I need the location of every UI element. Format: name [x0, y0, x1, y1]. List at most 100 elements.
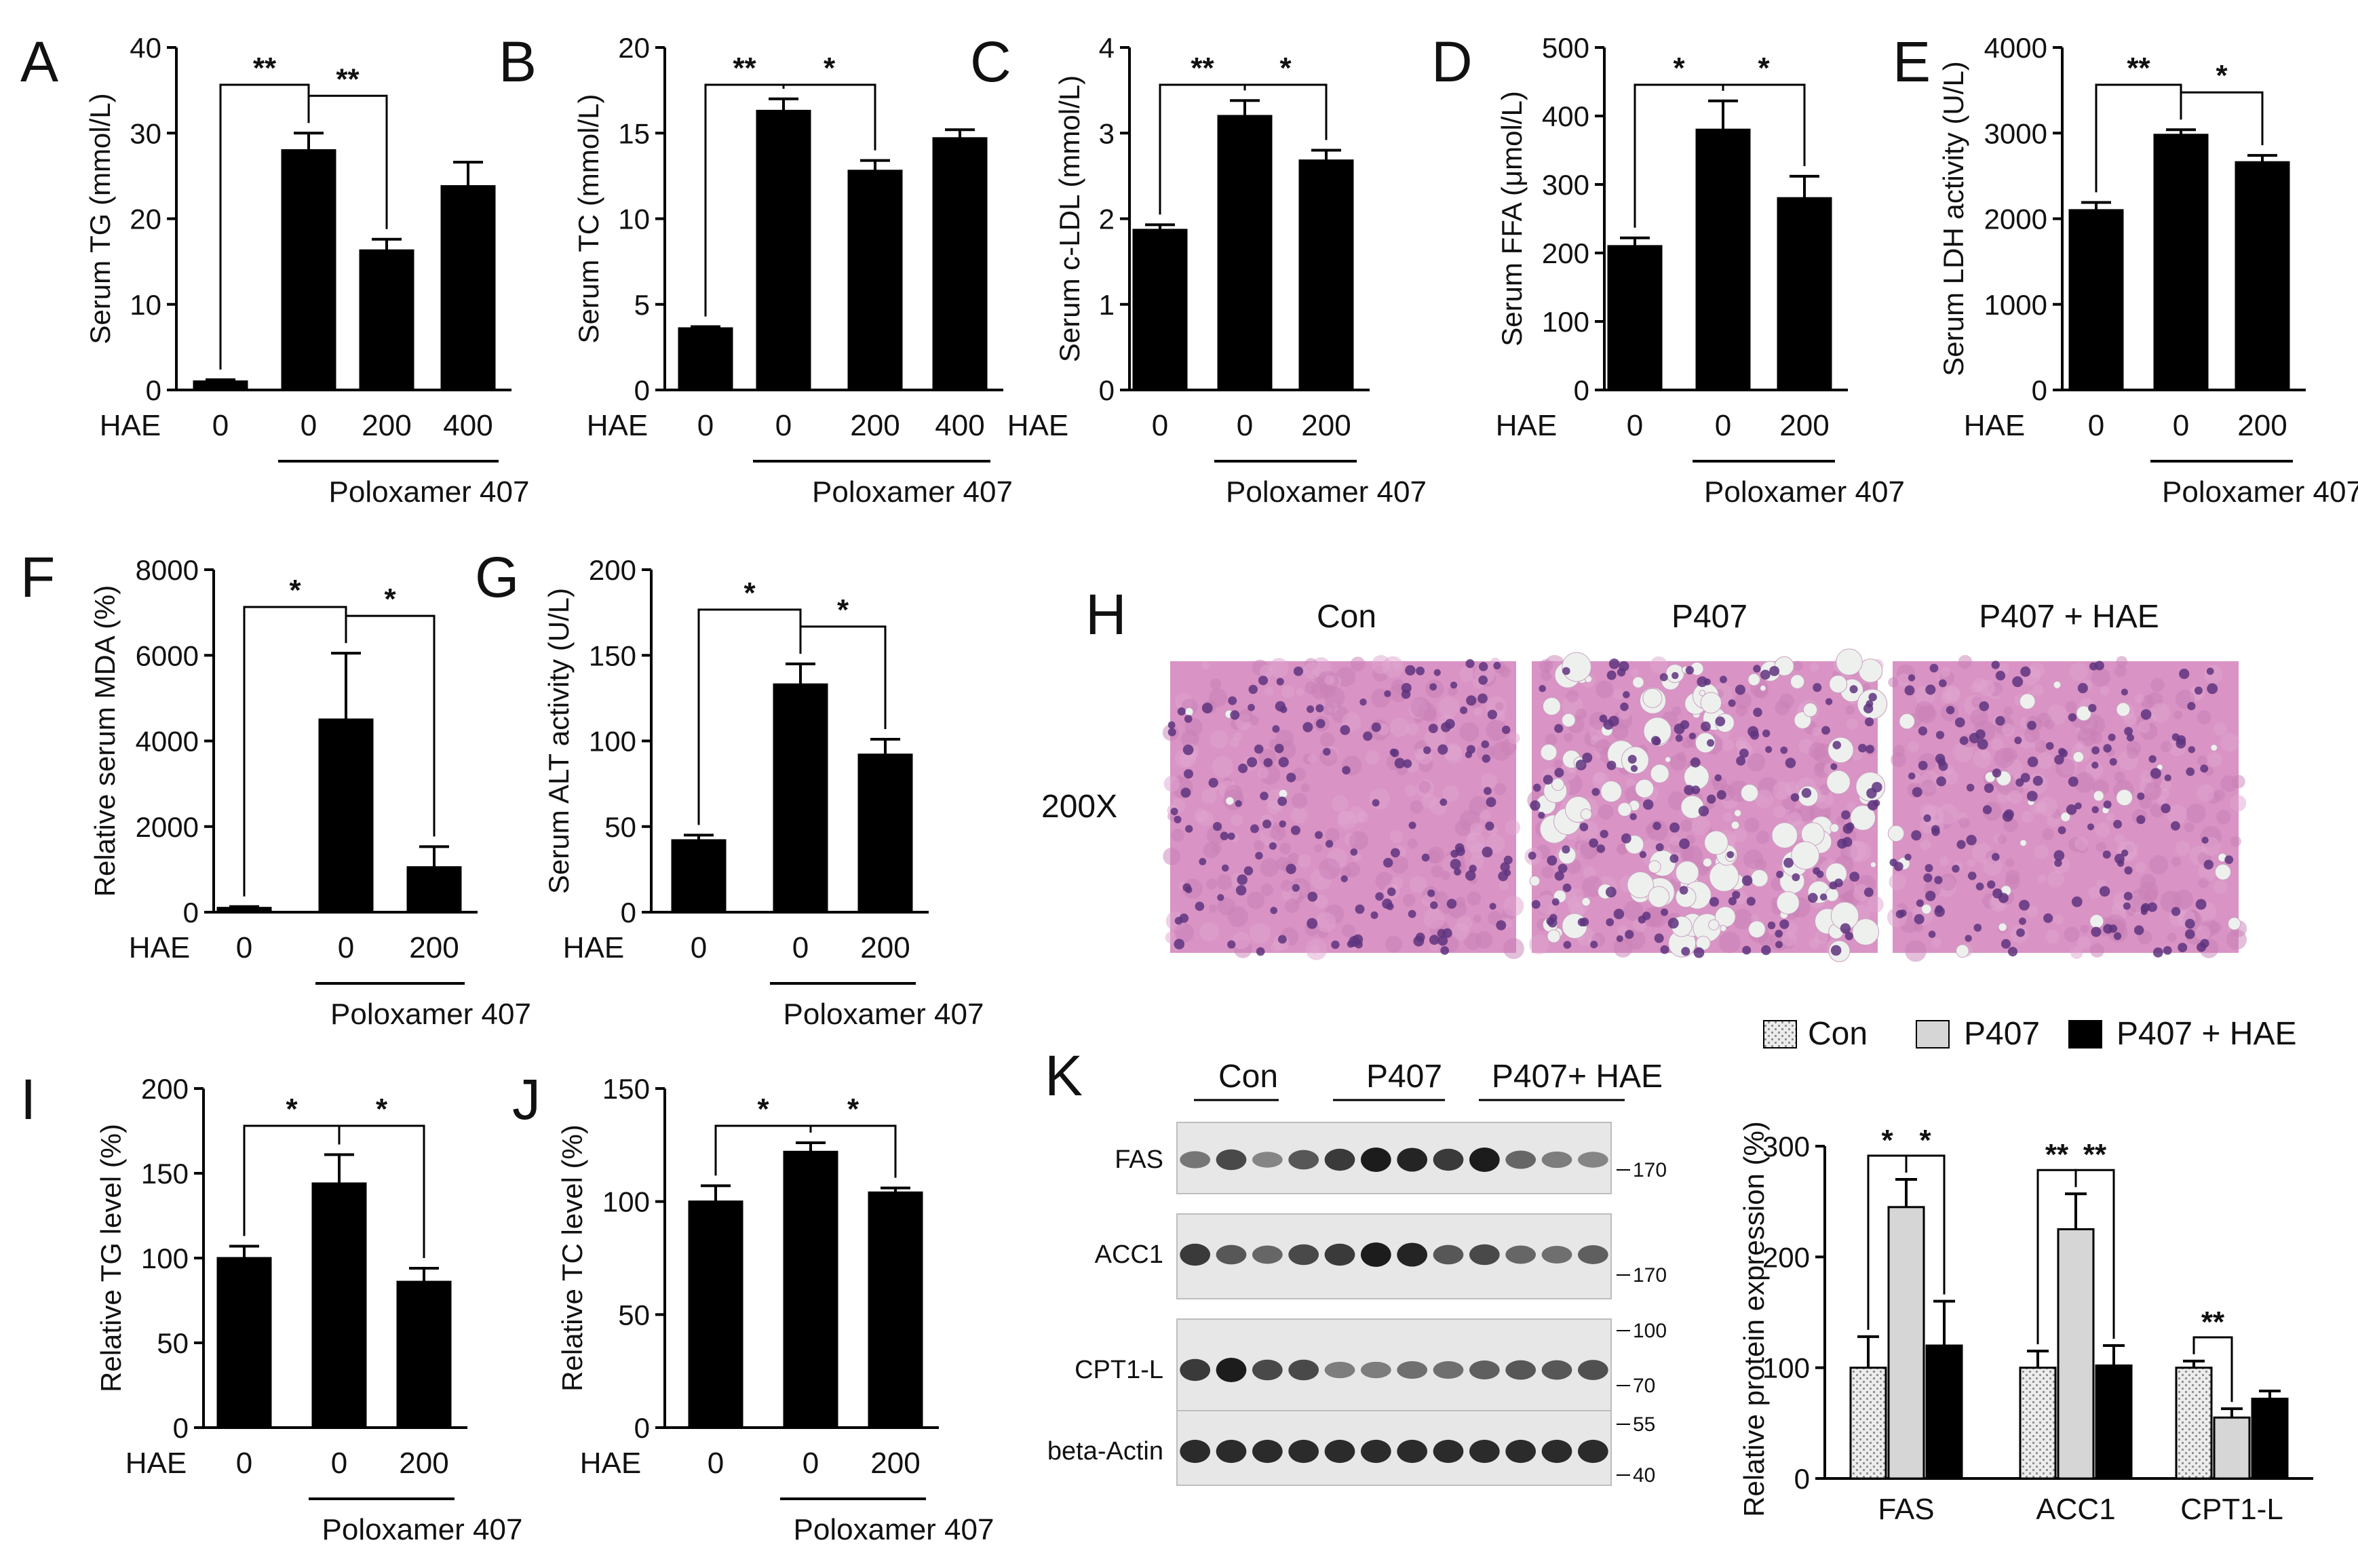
significance-bracket: [2180, 91, 2264, 146]
tissue-texture: [2003, 706, 2013, 716]
tissue-texture: [2070, 946, 2083, 960]
nucleus: [1605, 886, 1617, 898]
nucleus: [1904, 853, 1912, 861]
nucleus: [1195, 901, 1205, 912]
nucleus: [1547, 855, 1558, 866]
y-tick-label: 8000: [136, 554, 199, 586]
tissue-texture: [1269, 658, 1289, 678]
blot-band: [1469, 1360, 1500, 1379]
nucleus: [1363, 731, 1373, 741]
tissue-texture: [2021, 810, 2033, 823]
tissue-texture: [2028, 662, 2045, 678]
x-tick-label: 200: [362, 409, 411, 442]
tissue-texture: [1970, 708, 1988, 726]
y-tick-label: 0: [634, 374, 650, 406]
panel-label: F: [20, 545, 55, 609]
tissue-texture: [1596, 680, 1614, 699]
significance-label: *: [1881, 1124, 1893, 1157]
bar: [1298, 159, 1354, 391]
x-tick-label: 0: [1627, 409, 1643, 442]
bar: [2213, 1416, 2251, 1480]
tissue-texture: [2074, 772, 2095, 793]
nucleus: [2195, 899, 2207, 910]
x-tick-label: 0: [2173, 409, 2189, 442]
significance-label: *: [1279, 52, 1292, 85]
bar: [1695, 128, 1751, 391]
fat-droplet: [1747, 920, 1766, 939]
tissue-texture: [2123, 713, 2137, 726]
significance-label: *: [289, 574, 301, 607]
tissue-texture: [2150, 678, 2165, 692]
fat-droplet: [1547, 929, 1561, 943]
significance-label: *: [1758, 52, 1770, 85]
bar: [193, 380, 248, 391]
nucleus: [1775, 941, 1783, 949]
fat-droplet: [1648, 860, 1661, 874]
nucleus: [1735, 684, 1745, 695]
nucleus: [1625, 930, 1634, 939]
blot-band: [1577, 1360, 1608, 1380]
y-tick-label: 50: [157, 1327, 189, 1359]
nucleus: [2045, 742, 2054, 750]
nucleus: [1562, 667, 1570, 675]
bar: [756, 109, 811, 391]
fat-droplet: [1700, 692, 1722, 713]
y-tick-label: 0: [621, 897, 636, 928]
nucleus: [2148, 755, 2157, 763]
tissue-texture: [2229, 795, 2247, 812]
tissue-texture: [1250, 923, 1271, 944]
nucleus: [1840, 923, 1851, 934]
nucleus: [2121, 688, 2129, 696]
nucleus: [1405, 665, 1416, 676]
tissue-texture: [1410, 876, 1427, 893]
tissue-texture: [1324, 675, 1334, 686]
tissue-texture: [1846, 718, 1858, 730]
nucleus: [1849, 871, 1860, 882]
bar: [359, 249, 414, 391]
nucleus: [1975, 882, 1984, 890]
nucleus: [1450, 681, 1458, 689]
nucleus: [2002, 810, 2013, 822]
tissue-texture: [2198, 877, 2209, 888]
nucleus: [1269, 842, 1277, 850]
fat-droplet: [1887, 825, 1905, 842]
bar: [783, 1150, 838, 1429]
significance-label: *: [1673, 52, 1685, 85]
y-axis-label: Relative serum MDA (%): [89, 585, 121, 897]
fat-droplet: [1562, 652, 1592, 682]
nucleus: [1272, 725, 1280, 733]
panel-label: K: [1045, 1044, 1083, 1108]
tissue-texture: [1441, 871, 1450, 880]
blot-band: [1577, 1152, 1608, 1168]
significance-bracket: [338, 1124, 425, 1258]
y-tick-label: 20: [618, 32, 650, 64]
significance-label: *: [376, 1093, 388, 1126]
tissue-texture: [1942, 685, 1961, 703]
y-tick-label: 0: [173, 1412, 189, 1444]
nucleus: [2179, 668, 2190, 680]
tissue-texture: [2087, 886, 2101, 899]
nucleus: [1753, 665, 1761, 673]
fat-droplet: [1665, 756, 1671, 763]
nucleus: [2164, 774, 2171, 782]
y-tick-label: 50: [618, 1299, 650, 1331]
fat-droplet: [1836, 648, 1863, 675]
y-tick-label: 0: [1099, 374, 1115, 406]
nucleus: [1935, 753, 1946, 764]
tissue-texture: [1977, 679, 1995, 697]
fat-droplet: [2093, 790, 2104, 802]
nucleus: [2074, 802, 2082, 810]
tissue-texture: [1750, 914, 1760, 923]
bar: [281, 149, 336, 391]
nucleus: [1819, 893, 1828, 901]
nucleus: [1248, 684, 1258, 694]
nucleus: [1606, 918, 1615, 926]
nucleus: [2054, 754, 2064, 765]
blot-band: [1180, 1151, 1211, 1169]
significance-label: *: [1919, 1124, 1931, 1157]
nucleus: [1389, 748, 1397, 756]
nucleus: [1465, 659, 1475, 669]
tissue-texture: [1232, 931, 1250, 949]
tissue-texture: [1163, 847, 1181, 865]
